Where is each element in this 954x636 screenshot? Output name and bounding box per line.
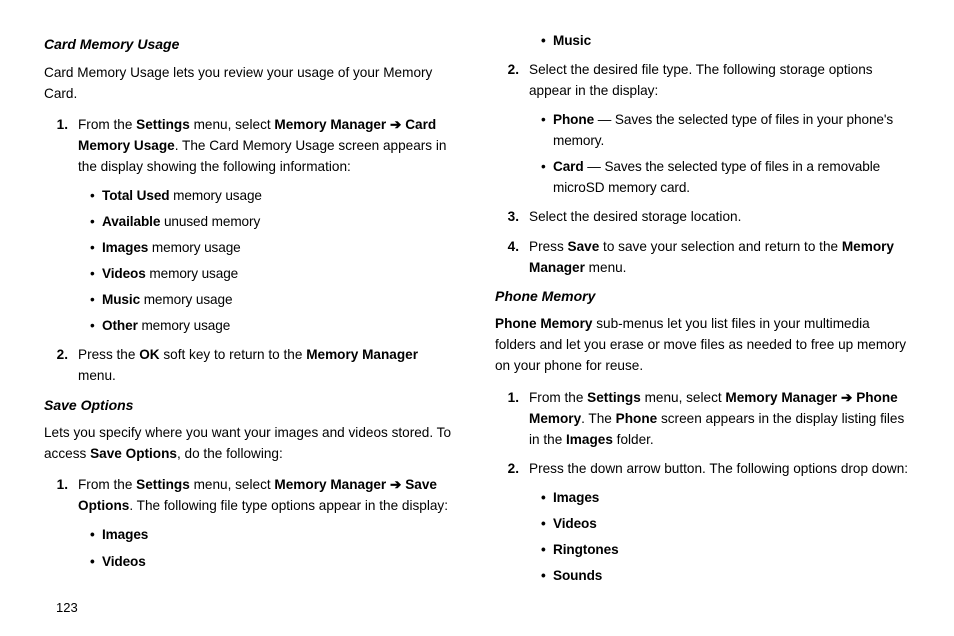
bold-run: Images (566, 432, 613, 447)
text-run: . The following file type options appear… (129, 498, 448, 513)
bold-run: Phone (553, 112, 594, 127)
manual-page: Card Memory Usage Card Memory Usage lets… (0, 0, 954, 636)
bullet-item: Images memory usage (90, 237, 459, 258)
bullet-item: Phone — Saves the selected type of files… (541, 109, 910, 151)
bold-run: Available (102, 214, 160, 229)
step-number: 3. (495, 206, 519, 227)
bold-run: Save Options (90, 446, 177, 461)
text-run: menu. (585, 260, 627, 275)
bold-run: OK (139, 347, 159, 362)
text-run: Press the (78, 347, 139, 362)
right-column: Music 2. Select the desired file type. T… (495, 30, 910, 591)
arrow-icon: ➔ (837, 390, 856, 405)
text-run: From the (529, 390, 587, 405)
text-run: soft key to return to the (160, 347, 307, 362)
bullet-item: Music memory usage (90, 289, 459, 310)
bold-run: Settings (136, 117, 190, 132)
text-run: memory usage (140, 292, 232, 307)
step-item: 1. From the Settings menu, select Memory… (44, 474, 459, 516)
bold-run: Memory Manager (274, 477, 386, 492)
step-item: 4. Press Save to save your selection and… (495, 236, 910, 278)
text-run: memory usage (148, 240, 240, 255)
step-text: From the Settings menu, select Memory Ma… (78, 477, 448, 513)
step-text: Press the OK soft key to return to the M… (78, 347, 418, 383)
step-number: 2. (495, 59, 519, 80)
step-item: 2. Press the down arrow button. The foll… (495, 458, 910, 479)
bold-run: Memory Manager (725, 390, 837, 405)
bold-run: Card (553, 159, 584, 174)
step-number: 4. (495, 236, 519, 257)
text-run: memory usage (146, 266, 238, 281)
intro-phone-memory: Phone Memory sub-menus let you list file… (495, 313, 910, 376)
step-number: 2. (495, 458, 519, 479)
step-text: Select the desired storage location. (529, 209, 741, 224)
bold-run: Phone Memory (495, 316, 592, 331)
text-run: From the (78, 117, 136, 132)
dash-icon: — (584, 159, 605, 174)
heading-card-memory-usage: Card Memory Usage (44, 34, 459, 56)
text-run: menu, select (190, 477, 275, 492)
step-item: 2. Press the OK soft key to return to th… (44, 344, 459, 386)
intro-save-options: Lets you specify where you want your ima… (44, 422, 459, 464)
step-item: 1. From the Settings menu, select Memory… (495, 387, 910, 450)
step-text: From the Settings menu, select Memory Ma… (529, 390, 904, 447)
step-number: 1. (44, 474, 68, 495)
text-run: menu, select (190, 117, 275, 132)
arrow-icon: ➔ (386, 117, 405, 132)
text-run: folder. (613, 432, 654, 447)
bullet-item: Music (541, 30, 910, 51)
text-run: . The (581, 411, 616, 426)
left-column: Card Memory Usage Card Memory Usage lets… (44, 30, 459, 591)
step-text: Press the down arrow button. The followi… (529, 461, 908, 476)
text-run: memory usage (169, 188, 261, 203)
bullet-item: Total Used memory usage (90, 185, 459, 206)
arrow-icon: ➔ (386, 477, 405, 492)
bullet-item: Images (541, 487, 910, 508)
text-run: From the (78, 477, 136, 492)
bold-run: Videos (102, 266, 146, 281)
bold-run: Music (102, 292, 140, 307)
bullet-item: Videos (90, 551, 459, 572)
bold-run: Memory Manager (274, 117, 386, 132)
bullet-item: Card — Saves the selected type of files … (541, 156, 910, 198)
text-run: to save your selection and return to the (599, 239, 842, 254)
step-item: 1. From the Settings menu, select Memory… (44, 114, 459, 177)
text-run: memory usage (138, 318, 230, 333)
bold-run: Settings (587, 390, 641, 405)
step-text: From the Settings menu, select Memory Ma… (78, 117, 446, 174)
bold-run: Other (102, 318, 138, 333)
dash-icon: — (594, 112, 615, 127)
step-text: Select the desired file type. The follow… (529, 62, 873, 98)
bullet-item: Images (90, 524, 459, 545)
bold-run: Memory Manager (306, 347, 418, 362)
two-column-layout: Card Memory Usage Card Memory Usage lets… (44, 30, 910, 591)
step-number: 2. (44, 344, 68, 365)
bold-run: Phone (616, 411, 658, 426)
bold-run: Settings (136, 477, 190, 492)
intro-card-memory-usage: Card Memory Usage lets you review your u… (44, 62, 459, 104)
text-run: menu. (78, 368, 116, 383)
bullet-item: Videos (541, 513, 910, 534)
step-item: 3. Select the desired storage location. (495, 206, 910, 227)
page-number: 123 (56, 598, 78, 618)
bullet-item: Videos memory usage (90, 263, 459, 284)
step-number: 1. (44, 114, 68, 135)
heading-phone-memory: Phone Memory (495, 286, 910, 308)
bullet-item: Available unused memory (90, 211, 459, 232)
text-run: unused memory (160, 214, 260, 229)
step-number: 1. (495, 387, 519, 408)
text-run: Press (529, 239, 568, 254)
bullet-item: Other memory usage (90, 315, 459, 336)
heading-save-options: Save Options (44, 395, 459, 417)
bold-run: Images (102, 240, 148, 255)
step-item: 2. Select the desired file type. The fol… (495, 59, 910, 101)
text-run: menu, select (641, 390, 726, 405)
bullet-item: Ringtones (541, 539, 910, 560)
bullet-item: Sounds (541, 565, 910, 586)
text-run: , do the following: (177, 446, 283, 461)
bold-run: Total Used (102, 188, 169, 203)
bold-run: Save (568, 239, 600, 254)
step-text: Press Save to save your selection and re… (529, 239, 894, 275)
